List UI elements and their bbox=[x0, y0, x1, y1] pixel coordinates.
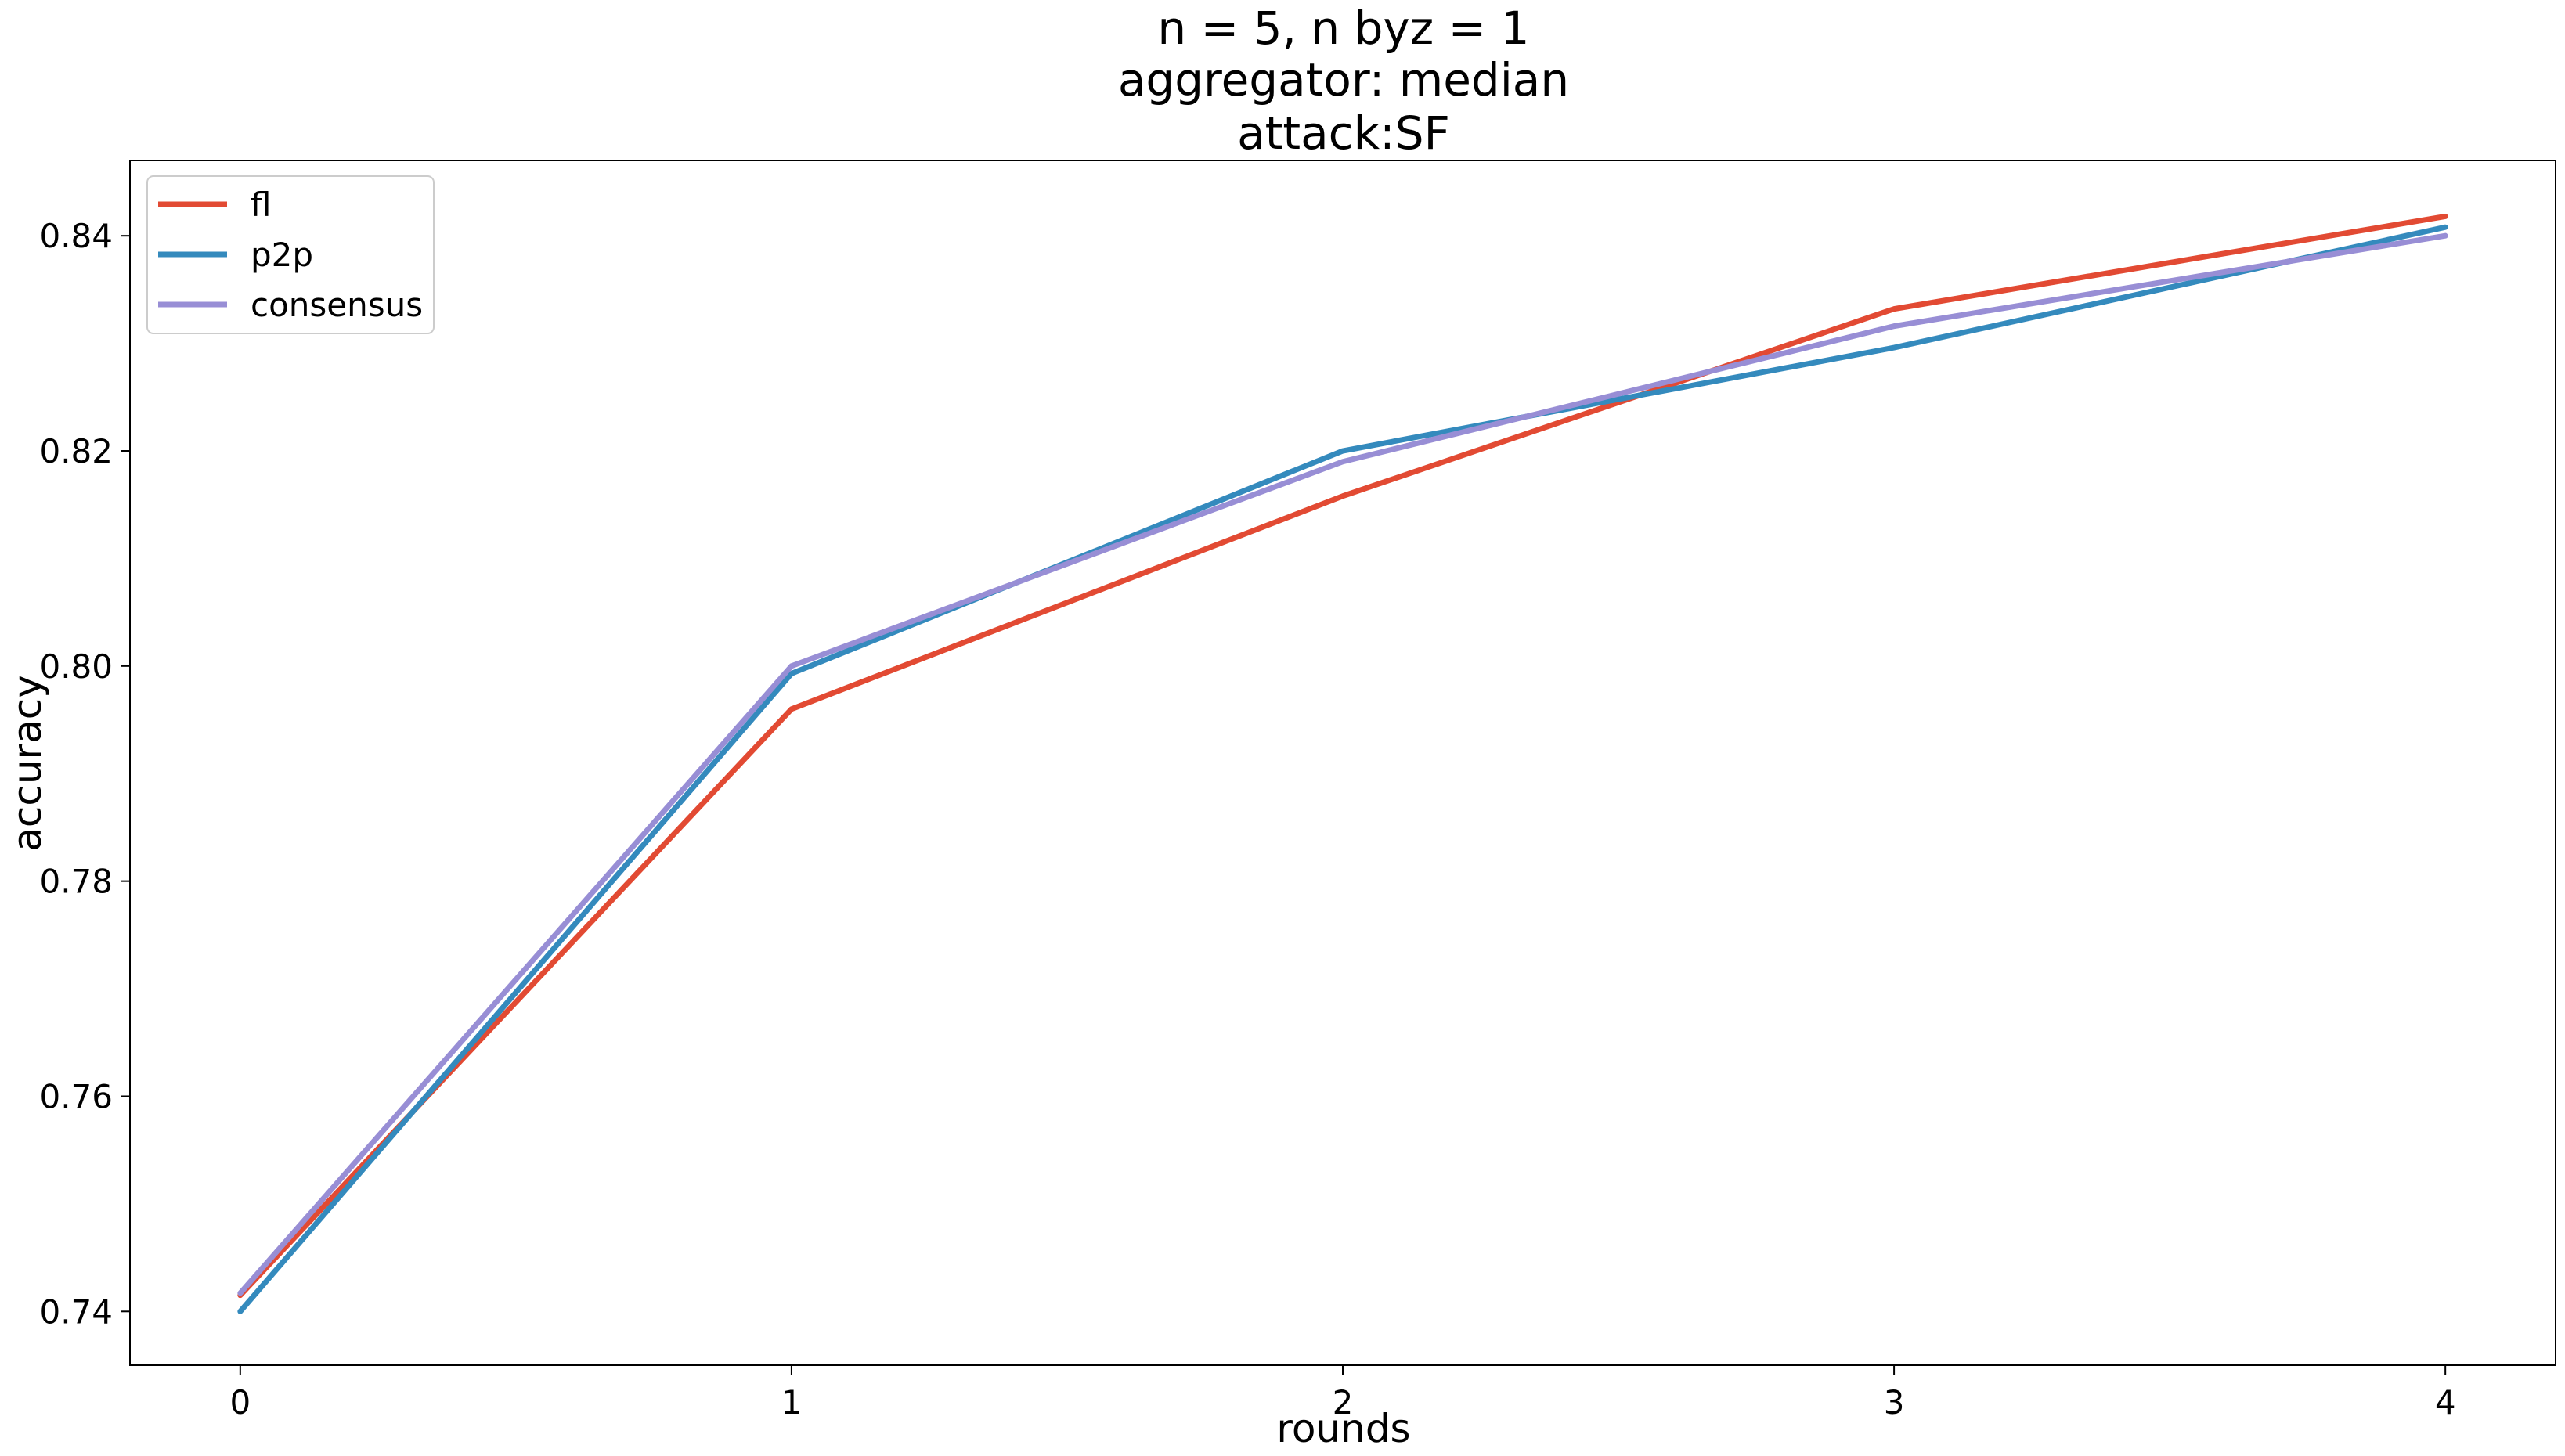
x-axis-label: rounds bbox=[1276, 1406, 1410, 1451]
plot-area-frame bbox=[129, 160, 2556, 1366]
legend: fl p2p consensus bbox=[146, 175, 435, 334]
chart-title: n = 5, n byz = 1 aggregator: median atta… bbox=[1118, 2, 1569, 160]
axis-ticks: 0 1 2 3 4 0.74 0.76 0.78 0.80 0.82 0.84 bbox=[39, 217, 2455, 1422]
series-line-consensus bbox=[237, 232, 2448, 1296]
x-tick-label: 4 bbox=[2435, 1383, 2456, 1422]
y-axis-label: accuracy bbox=[5, 675, 50, 852]
legend-label-p2p: p2p bbox=[251, 236, 313, 274]
y-tick-label: 0.76 bbox=[39, 1077, 113, 1115]
series-line-p2p bbox=[237, 224, 2448, 1314]
title-line-3: attack:SF bbox=[1237, 106, 1450, 160]
x-tick-label: 2 bbox=[1333, 1383, 1354, 1422]
y-tick-label: 0.80 bbox=[39, 647, 113, 686]
title-line-1: n = 5, n byz = 1 bbox=[1157, 2, 1529, 55]
y-tick-label: 0.82 bbox=[39, 432, 113, 470]
x-tick-label: 0 bbox=[229, 1383, 251, 1422]
y-tick-label: 0.74 bbox=[39, 1292, 113, 1331]
series-lines bbox=[237, 213, 2448, 1314]
x-tick-label: 3 bbox=[1884, 1383, 1905, 1422]
legend-label-fl: fl bbox=[251, 186, 271, 224]
legend-label-consensus: consensus bbox=[251, 286, 423, 324]
title-line-2: aggregator: median bbox=[1118, 53, 1569, 106]
series-line-fl bbox=[237, 213, 2448, 1299]
x-tick-label: 1 bbox=[781, 1383, 803, 1422]
y-tick-label: 0.84 bbox=[39, 217, 113, 255]
legend-box bbox=[146, 175, 435, 334]
y-tick-label: 0.78 bbox=[39, 863, 113, 901]
